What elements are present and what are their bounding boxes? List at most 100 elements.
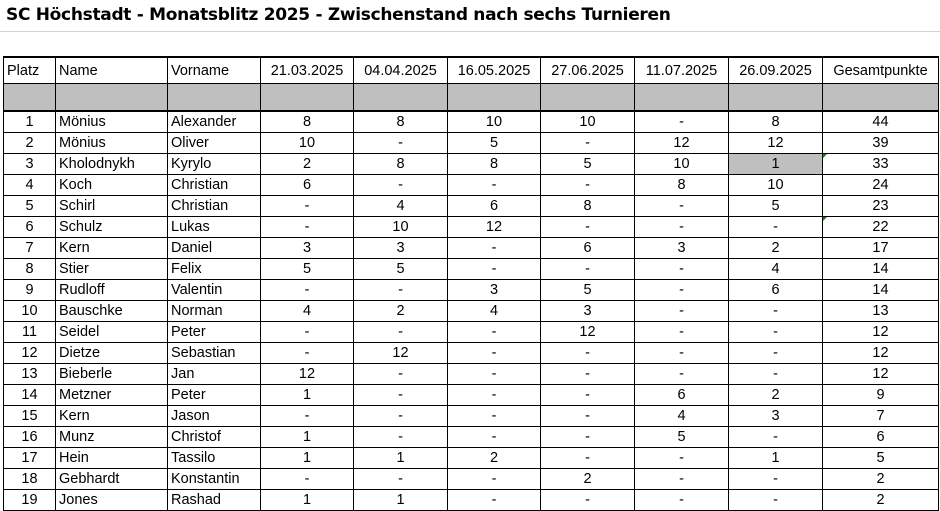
header-platz[interactable]: Platz (3, 56, 56, 84)
cell-gesamt[interactable]: 12 (822, 342, 939, 364)
cell-d4[interactable]: - (540, 447, 635, 469)
cell-d4[interactable]: - (540, 258, 635, 280)
cell-d5[interactable]: - (634, 300, 729, 322)
cell-d1[interactable]: 1 (260, 426, 354, 448)
cell-gesamt[interactable]: 33 (822, 153, 939, 175)
cell-platz[interactable]: 4 (3, 174, 56, 196)
cell-d4[interactable]: 5 (540, 153, 635, 175)
cell-d5[interactable]: - (634, 216, 729, 238)
cell-d1[interactable]: 4 (260, 300, 354, 322)
cell-platz[interactable]: 3 (3, 153, 56, 175)
cell-d5[interactable]: 4 (634, 405, 729, 427)
header-d6[interactable]: 26.09.2025 (728, 56, 823, 84)
cell-d5[interactable]: - (634, 447, 729, 469)
cell-name[interactable]: Bieberle (55, 363, 168, 385)
cell-d4[interactable]: - (540, 363, 635, 385)
cell-gesamt[interactable]: 12 (822, 363, 939, 385)
spacer-cell[interactable] (728, 83, 823, 112)
cell-d4[interactable]: - (540, 132, 635, 154)
cell-d3[interactable]: 8 (447, 153, 541, 175)
cell-d1[interactable]: - (260, 342, 354, 364)
cell-d1[interactable]: - (260, 195, 354, 217)
cell-d6[interactable]: - (728, 300, 823, 322)
cell-platz[interactable]: 1 (3, 110, 56, 133)
cell-d2[interactable]: - (353, 363, 448, 385)
cell-d6[interactable]: - (728, 216, 823, 238)
cell-platz[interactable]: 10 (3, 300, 56, 322)
cell-d5[interactable]: - (634, 279, 729, 301)
cell-name[interactable]: Kholodnykh (55, 153, 168, 175)
cell-gesamt[interactable]: 22 (822, 216, 939, 238)
cell-d4[interactable]: 8 (540, 195, 635, 217)
cell-gesamt[interactable]: 14 (822, 279, 939, 301)
cell-vorname[interactable]: Tassilo (167, 447, 261, 469)
cell-d3[interactable]: - (447, 426, 541, 448)
cell-name[interactable]: Stier (55, 258, 168, 280)
cell-d5[interactable]: - (634, 258, 729, 280)
sheet-title[interactable]: SC Höchstadt - Monatsblitz 2025 - Zwisch… (6, 5, 671, 25)
cell-d2[interactable]: 1 (353, 489, 448, 511)
cell-d3[interactable]: - (447, 258, 541, 280)
cell-name[interactable]: Kern (55, 237, 168, 259)
cell-name[interactable]: Bauschke (55, 300, 168, 322)
cell-gesamt[interactable]: 17 (822, 237, 939, 259)
cell-d2[interactable]: - (353, 468, 448, 490)
cell-d5[interactable]: - (634, 321, 729, 343)
cell-platz[interactable]: 18 (3, 468, 56, 490)
header-d5[interactable]: 11.07.2025 (634, 56, 729, 84)
cell-d6[interactable]: - (728, 489, 823, 511)
cell-d6[interactable]: 3 (728, 405, 823, 427)
cell-gesamt[interactable]: 2 (822, 489, 939, 511)
cell-d1[interactable]: 1 (260, 489, 354, 511)
cell-d5[interactable]: 6 (634, 384, 729, 406)
cell-platz[interactable]: 6 (3, 216, 56, 238)
cell-d4[interactable]: 2 (540, 468, 635, 490)
cell-vorname[interactable]: Peter (167, 321, 261, 343)
cell-gesamt[interactable]: 6 (822, 426, 939, 448)
spacer-cell[interactable] (167, 83, 261, 112)
cell-d2[interactable]: 4 (353, 195, 448, 217)
header-d2[interactable]: 04.04.2025 (353, 56, 448, 84)
cell-vorname[interactable]: Christian (167, 174, 261, 196)
cell-gesamt[interactable]: 39 (822, 132, 939, 154)
cell-d3[interactable]: 5 (447, 132, 541, 154)
cell-d6[interactable]: - (728, 342, 823, 364)
cell-vorname[interactable]: Christof (167, 426, 261, 448)
cell-d6[interactable]: 12 (728, 132, 823, 154)
cell-d4[interactable]: 3 (540, 300, 635, 322)
cell-gesamt[interactable]: 5 (822, 447, 939, 469)
cell-gesamt[interactable]: 13 (822, 300, 939, 322)
cell-d3[interactable]: 3 (447, 279, 541, 301)
cell-platz[interactable]: 12 (3, 342, 56, 364)
header-name[interactable]: Name (55, 56, 168, 84)
cell-d2[interactable]: - (353, 405, 448, 427)
cell-d1[interactable]: 10 (260, 132, 354, 154)
spacer-cell[interactable] (540, 83, 635, 112)
header-d4[interactable]: 27.06.2025 (540, 56, 635, 84)
cell-d6[interactable]: - (728, 468, 823, 490)
cell-d2[interactable]: 8 (353, 110, 448, 133)
cell-d2[interactable]: 2 (353, 300, 448, 322)
cell-d6[interactable]: - (728, 363, 823, 385)
cell-d1[interactable]: - (260, 405, 354, 427)
cell-name[interactable]: Hein (55, 447, 168, 469)
cell-d2[interactable]: - (353, 132, 448, 154)
cell-d6[interactable]: 1 (728, 447, 823, 469)
cell-platz[interactable]: 2 (3, 132, 56, 154)
cell-d6[interactable]: - (728, 321, 823, 343)
cell-d2[interactable]: 10 (353, 216, 448, 238)
spacer-cell[interactable] (822, 83, 939, 112)
cell-vorname[interactable]: Felix (167, 258, 261, 280)
cell-d1[interactable]: 12 (260, 363, 354, 385)
spacer-cell[interactable] (260, 83, 354, 112)
cell-d1[interactable]: 3 (260, 237, 354, 259)
spacer-cell[interactable] (55, 83, 168, 112)
cell-d2[interactable]: - (353, 321, 448, 343)
cell-d1[interactable]: - (260, 216, 354, 238)
spacer-cell[interactable] (634, 83, 729, 112)
cell-d4[interactable]: - (540, 384, 635, 406)
cell-d1[interactable]: 5 (260, 258, 354, 280)
cell-d3[interactable]: - (447, 363, 541, 385)
cell-d2[interactable]: - (353, 279, 448, 301)
cell-d1[interactable]: - (260, 279, 354, 301)
